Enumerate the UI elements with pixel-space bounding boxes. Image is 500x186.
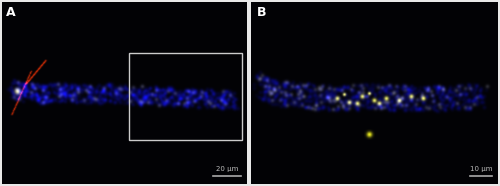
Text: B: B [257, 6, 266, 19]
Text: 10 μm: 10 μm [470, 166, 492, 172]
Text: A: A [6, 6, 16, 19]
Text: 20 μm: 20 μm [216, 166, 238, 172]
Bar [130, 53, 242, 140]
